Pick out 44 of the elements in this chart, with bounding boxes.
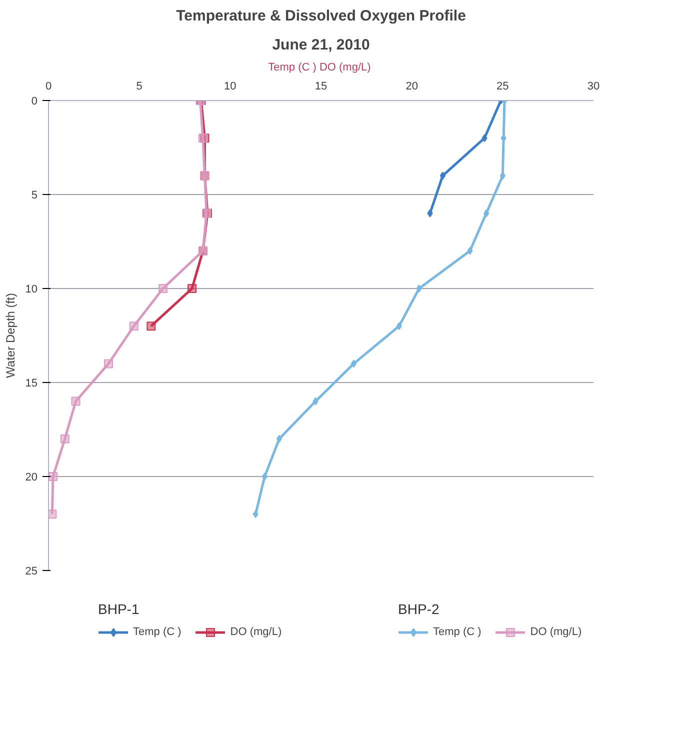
point <box>312 397 318 406</box>
point <box>158 284 168 293</box>
y-tick-label: 20 <box>25 472 38 484</box>
x-tick-label: 0 <box>45 80 52 92</box>
y-tick-label: 10 <box>25 284 38 296</box>
point <box>440 172 446 180</box>
y-tick-label: 0 <box>31 96 38 108</box>
point <box>71 396 80 406</box>
text: BHP-1 <box>98 601 140 617</box>
x-tick-label: 5 <box>136 80 142 92</box>
y-axis-title: Water Depth (ft) <box>3 293 18 378</box>
x-tick-label: 25 <box>496 80 509 92</box>
legend-label: DO (mg/L) <box>230 626 282 638</box>
legend-label: Temp (C ) <box>133 626 182 638</box>
legend-label: DO (mg/L) <box>530 626 582 638</box>
point <box>416 284 422 292</box>
chart-title: Temperature & Dissolved Oxygen Profile <box>176 8 466 24</box>
point <box>396 322 402 330</box>
text: BHP-2 <box>398 601 440 617</box>
x-axis-title: Temp (C ) DO (mg/L) <box>268 62 371 74</box>
chart-subtitle: June 21, 2010 <box>272 36 370 54</box>
x-tick-label: 20 <box>406 80 418 92</box>
x-tick-label: 30 <box>587 80 600 92</box>
x-tick-label: 10 <box>224 80 236 92</box>
point <box>467 246 473 255</box>
point <box>48 472 58 481</box>
point <box>482 134 488 142</box>
y-tick-label: 25 <box>25 566 38 578</box>
point <box>104 359 113 368</box>
x-tick-label: 15 <box>314 80 328 92</box>
point <box>48 510 57 519</box>
legend-label: Temp (C ) <box>433 626 482 638</box>
point <box>129 322 138 331</box>
y-tick-label: 5 <box>31 190 38 202</box>
point <box>427 209 433 218</box>
point <box>60 434 70 444</box>
y-tick-label: 15 <box>25 378 38 390</box>
point <box>188 284 197 293</box>
point <box>262 472 268 480</box>
point <box>350 360 357 368</box>
point <box>146 322 156 331</box>
point <box>276 434 282 443</box>
point <box>252 510 258 518</box>
point <box>483 209 490 218</box>
